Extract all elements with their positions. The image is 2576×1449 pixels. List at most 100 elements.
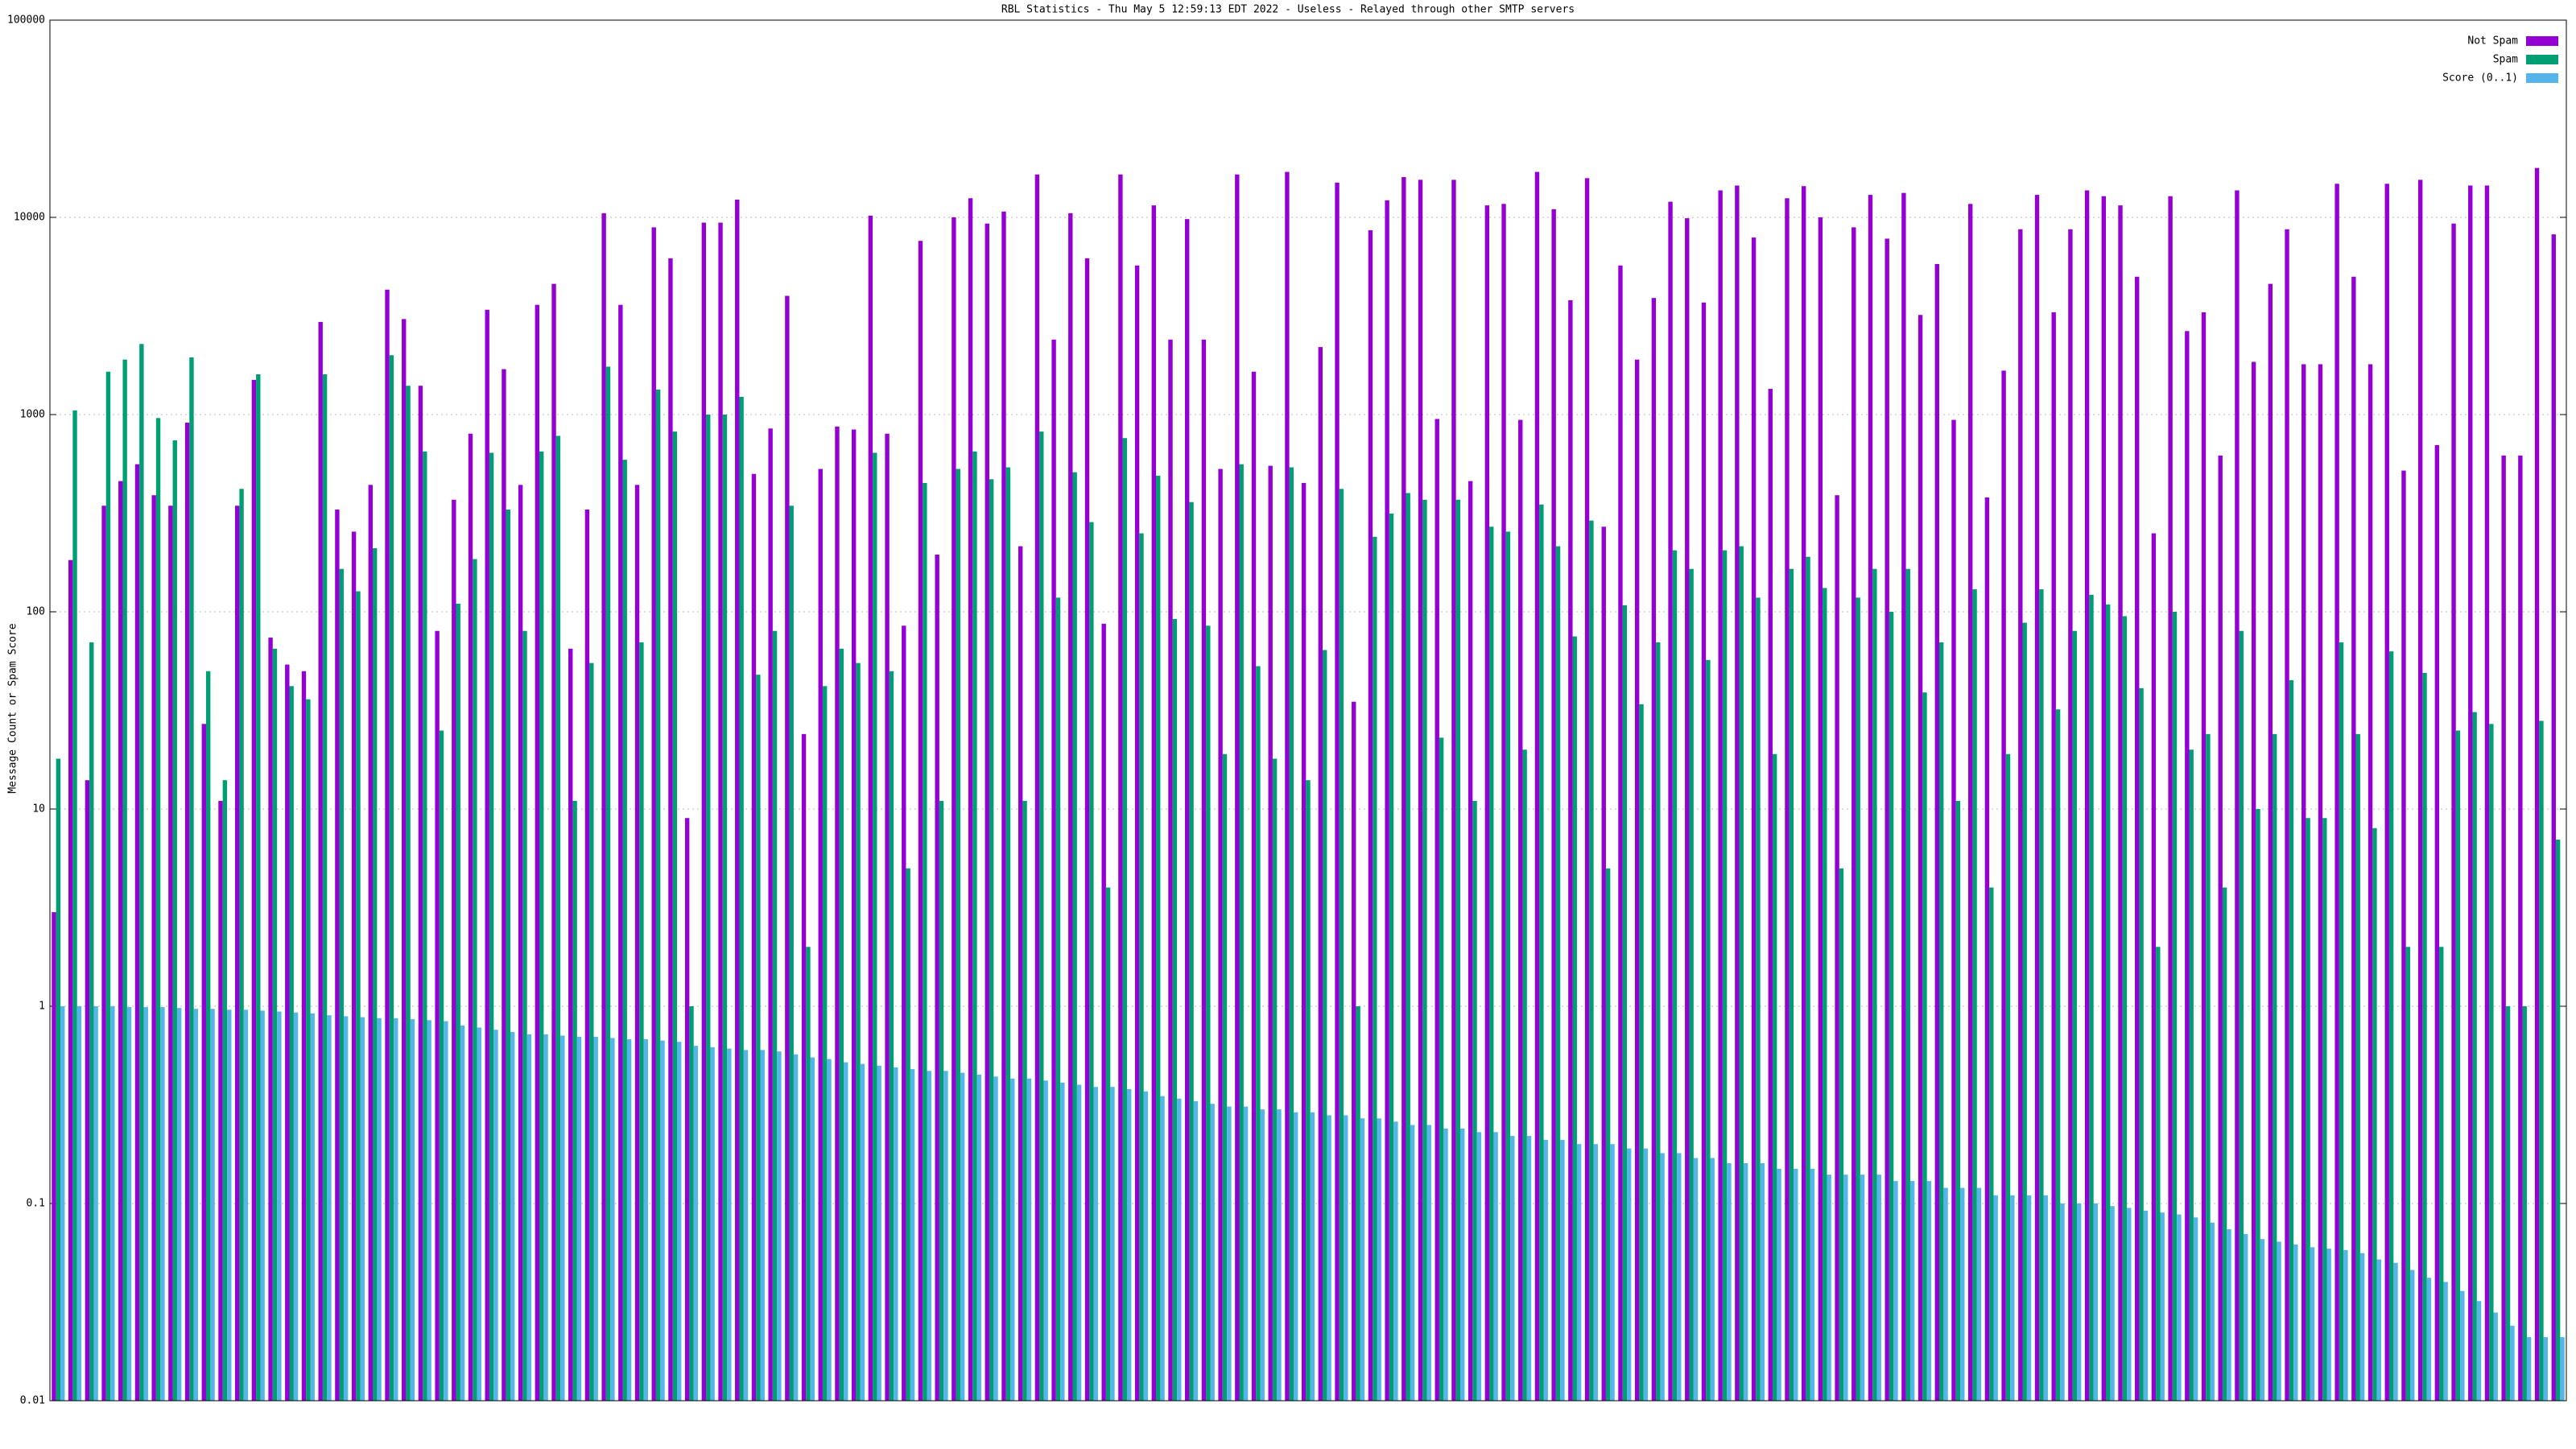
bar: [722, 415, 728, 1401]
bar: [1435, 419, 1439, 1401]
bar: [768, 428, 773, 1401]
bar: [1818, 217, 1823, 1401]
bar: [1051, 339, 1056, 1401]
bar: [218, 800, 223, 1401]
bar: [210, 1009, 215, 1401]
bar: [2139, 687, 2144, 1401]
bar: [76, 1006, 82, 1401]
bar: [806, 947, 811, 1401]
bar: [2306, 818, 2310, 1401]
y-axis-label: Message Count or Spam Score: [7, 623, 19, 793]
bar: [844, 1062, 848, 1401]
bar: [1018, 546, 1023, 1402]
bar: [1285, 171, 1290, 1401]
bar: [2106, 604, 2111, 1401]
bar: [1806, 556, 1810, 1402]
bar: [1373, 536, 1377, 1401]
bar: [2193, 1217, 2198, 1401]
bar: [605, 366, 611, 1401]
legend-label: Not Spam: [2467, 35, 2518, 47]
bar: [394, 1018, 398, 1401]
bar: [622, 460, 627, 1401]
bar: [1505, 531, 1511, 1401]
bar: [810, 1057, 815, 1401]
bar: [1768, 389, 1773, 1401]
bar: [2151, 533, 2157, 1402]
bar: [1627, 1148, 1632, 1401]
bar: [122, 359, 127, 1402]
bar: [1356, 1006, 1360, 1401]
bar: [343, 1016, 349, 1401]
bar: [960, 1072, 965, 1401]
bar: [972, 451, 977, 1402]
bar: [918, 241, 923, 1401]
bar: [522, 630, 527, 1401]
bar: [2076, 1203, 2082, 1401]
bar: [1185, 219, 1190, 1401]
bar: [2201, 312, 2207, 1401]
legend-label: Spam: [2493, 54, 2518, 66]
bar: [126, 1007, 132, 1401]
bar: [2022, 622, 2027, 1401]
bar: [793, 1054, 799, 1401]
bar: [1951, 419, 1956, 1401]
bar: [2260, 1239, 2265, 1401]
bar: [1922, 692, 1927, 1401]
bar: [2310, 1247, 2315, 1401]
legend-swatch: [2526, 73, 2558, 83]
bar: [327, 1015, 332, 1401]
bar: [168, 506, 173, 1401]
bar: [1105, 887, 1111, 1401]
bar: [1872, 568, 1877, 1401]
bar: [2068, 229, 2073, 1402]
bar: [1518, 419, 1523, 1401]
bar: [1239, 464, 1244, 1402]
bar: [1484, 205, 1490, 1401]
bar: [1443, 1128, 1448, 1401]
bar: [751, 473, 757, 1401]
bar: [1639, 704, 1644, 1401]
bar: [1610, 1144, 1615, 1401]
bar: [1210, 1104, 1215, 1401]
bar: [139, 344, 144, 1402]
bar: [1439, 737, 1444, 1401]
bar: [485, 309, 489, 1402]
bar: [423, 451, 427, 1402]
bar: [1760, 1162, 1765, 1401]
bar: [2472, 712, 2477, 1401]
y-tick-label: 10000: [14, 212, 45, 224]
bar: [1143, 1091, 1149, 1401]
bar: [2301, 364, 2306, 1401]
bar: [2189, 749, 2194, 1401]
bar: [568, 648, 573, 1401]
bar: [1955, 800, 1961, 1401]
bar: [756, 675, 761, 1401]
bar: [727, 1048, 732, 1401]
bar: [1422, 499, 1427, 1402]
bar: [2534, 167, 2540, 1401]
bar: [543, 1034, 548, 1401]
bar: [2451, 223, 2456, 1401]
bar: [706, 415, 711, 1401]
bar: [555, 436, 561, 1402]
bar: [435, 630, 440, 1401]
bar: [1968, 204, 1973, 1402]
bar: [1852, 227, 1856, 1402]
bar: [634, 485, 640, 1402]
y-tick-label: 0.01: [20, 1395, 45, 1407]
bar: [1193, 1100, 1199, 1401]
bar: [2343, 1249, 2348, 1401]
bar: [1706, 659, 1711, 1401]
bar: [1472, 800, 1477, 1401]
bar: [923, 482, 927, 1402]
bar: [1860, 1174, 1865, 1401]
bar: [1789, 568, 1794, 1401]
bar: [243, 1009, 249, 1401]
bar: [2555, 839, 2561, 1401]
bar: [801, 733, 807, 1401]
bar: [1634, 359, 1640, 1402]
bar: [335, 509, 340, 1401]
bar: [1710, 1158, 1715, 1401]
bar: [1344, 1115, 1348, 1401]
bar: [1785, 198, 1790, 1401]
